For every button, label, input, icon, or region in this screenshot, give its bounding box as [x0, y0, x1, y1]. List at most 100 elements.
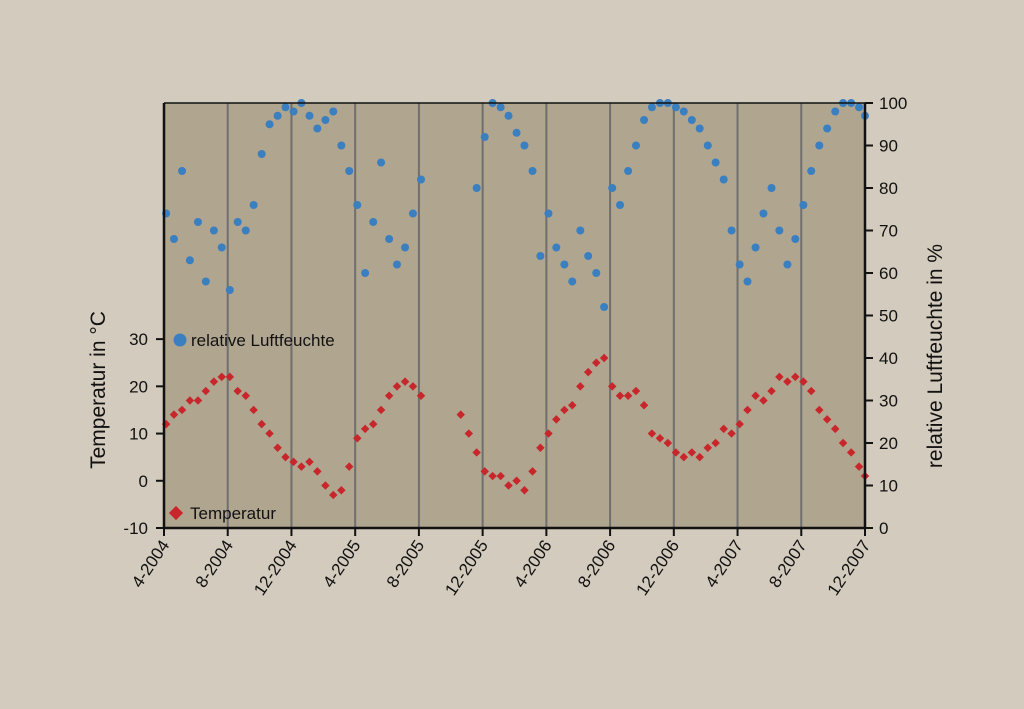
gridlines [226, 103, 803, 528]
temperature-point [289, 457, 298, 467]
humidity-point [321, 116, 330, 124]
humidity-point [735, 260, 744, 269]
humidity-point [313, 124, 322, 133]
humidity-point [743, 277, 752, 286]
temperature-point [607, 382, 617, 391]
humidity-point [353, 201, 362, 209]
humidity-point [520, 141, 529, 150]
temperature-point [592, 358, 601, 367]
humidity-point [855, 103, 864, 112]
temperature-point [185, 396, 195, 405]
temperature-point [329, 490, 338, 500]
temperature-point [751, 391, 760, 401]
humidity-point [711, 158, 720, 167]
humidity-point [241, 226, 250, 235]
right-tick-label: 80 [879, 179, 898, 198]
temperature-point [464, 429, 474, 438]
temperature-point [791, 372, 800, 382]
humidity-point [751, 243, 760, 252]
temperature-point [408, 382, 418, 391]
humidity-point [624, 167, 633, 175]
temperature-point [544, 429, 553, 438]
temperature-point [671, 448, 681, 457]
temperature-point [400, 377, 410, 386]
temperature-point [775, 372, 784, 382]
temperature-point [576, 382, 585, 391]
temperature-point [663, 438, 673, 448]
temperature-point [560, 405, 569, 415]
humidity-point [536, 252, 545, 260]
humidity-point [417, 175, 426, 184]
humidity-point [337, 141, 346, 150]
temperature-point [846, 448, 856, 457]
temperature-point [703, 443, 713, 452]
humidity-point [631, 141, 640, 150]
humidity-point [385, 235, 394, 243]
humidity-point [265, 120, 274, 129]
temperature-point [321, 481, 330, 490]
legend-humidity-marker [173, 333, 187, 347]
temperature-point [623, 391, 633, 401]
humidity-point [408, 209, 417, 218]
humidity-point [401, 243, 410, 252]
temperature-point [297, 462, 306, 471]
humidity-point [791, 235, 800, 243]
temperature-point [392, 382, 402, 391]
humidity-point [759, 209, 768, 218]
temperature-point [281, 452, 290, 462]
humidity-point [576, 226, 585, 235]
temperature-point [854, 462, 864, 471]
temperature-point [695, 452, 704, 462]
temperature-point [488, 471, 497, 481]
right-tick-label: 90 [879, 137, 898, 156]
humidity-point [178, 167, 187, 175]
humidity-point [679, 107, 688, 116]
humidity-point [305, 111, 314, 120]
humidity-point [369, 218, 378, 226]
temperature-point [456, 410, 465, 419]
humidity-point [185, 256, 194, 265]
temperature-point [376, 405, 386, 415]
humidity-point [592, 269, 601, 277]
humidity-point [281, 103, 290, 112]
humidity-point [496, 103, 505, 112]
temperature-point [201, 386, 211, 396]
humidity-point [719, 175, 728, 184]
humidity-point [608, 184, 617, 192]
temperature-point [217, 372, 226, 382]
temperature-point [177, 405, 187, 415]
temperature-point [552, 415, 561, 424]
humidity-point [329, 107, 338, 116]
humidity-point [249, 201, 258, 209]
right-tick-label: 30 [879, 392, 898, 411]
right-tick-label: 70 [879, 222, 898, 241]
right-tick-label: 10 [879, 477, 898, 496]
humidity-point [799, 201, 808, 209]
temperature-point [528, 467, 537, 476]
humidity-point [233, 218, 242, 226]
humidity-point [727, 226, 736, 235]
legend-temperature-marker [168, 505, 184, 521]
right-tick-label: 20 [879, 434, 898, 453]
temperature-point [241, 391, 250, 401]
temperature-point [209, 377, 219, 386]
humidity-point [361, 269, 370, 277]
humidity-point [257, 150, 266, 158]
humidity-point [815, 141, 824, 150]
temperature-point [759, 396, 768, 405]
temperature-point [719, 424, 728, 434]
humidity-series [162, 99, 869, 311]
temperature-point [225, 372, 235, 382]
temperature-point [615, 391, 625, 401]
temperature-point [536, 443, 545, 452]
humidity-point [225, 286, 234, 294]
right-tick-label: 60 [879, 264, 898, 283]
humidity-point [217, 243, 226, 252]
temperature-point [233, 386, 242, 396]
humidity-point [671, 103, 680, 112]
temperature-point [313, 467, 322, 476]
temperature-point [416, 391, 426, 401]
humidity-point [560, 260, 569, 269]
temperature-point [520, 485, 529, 495]
humidity-point [201, 277, 210, 286]
